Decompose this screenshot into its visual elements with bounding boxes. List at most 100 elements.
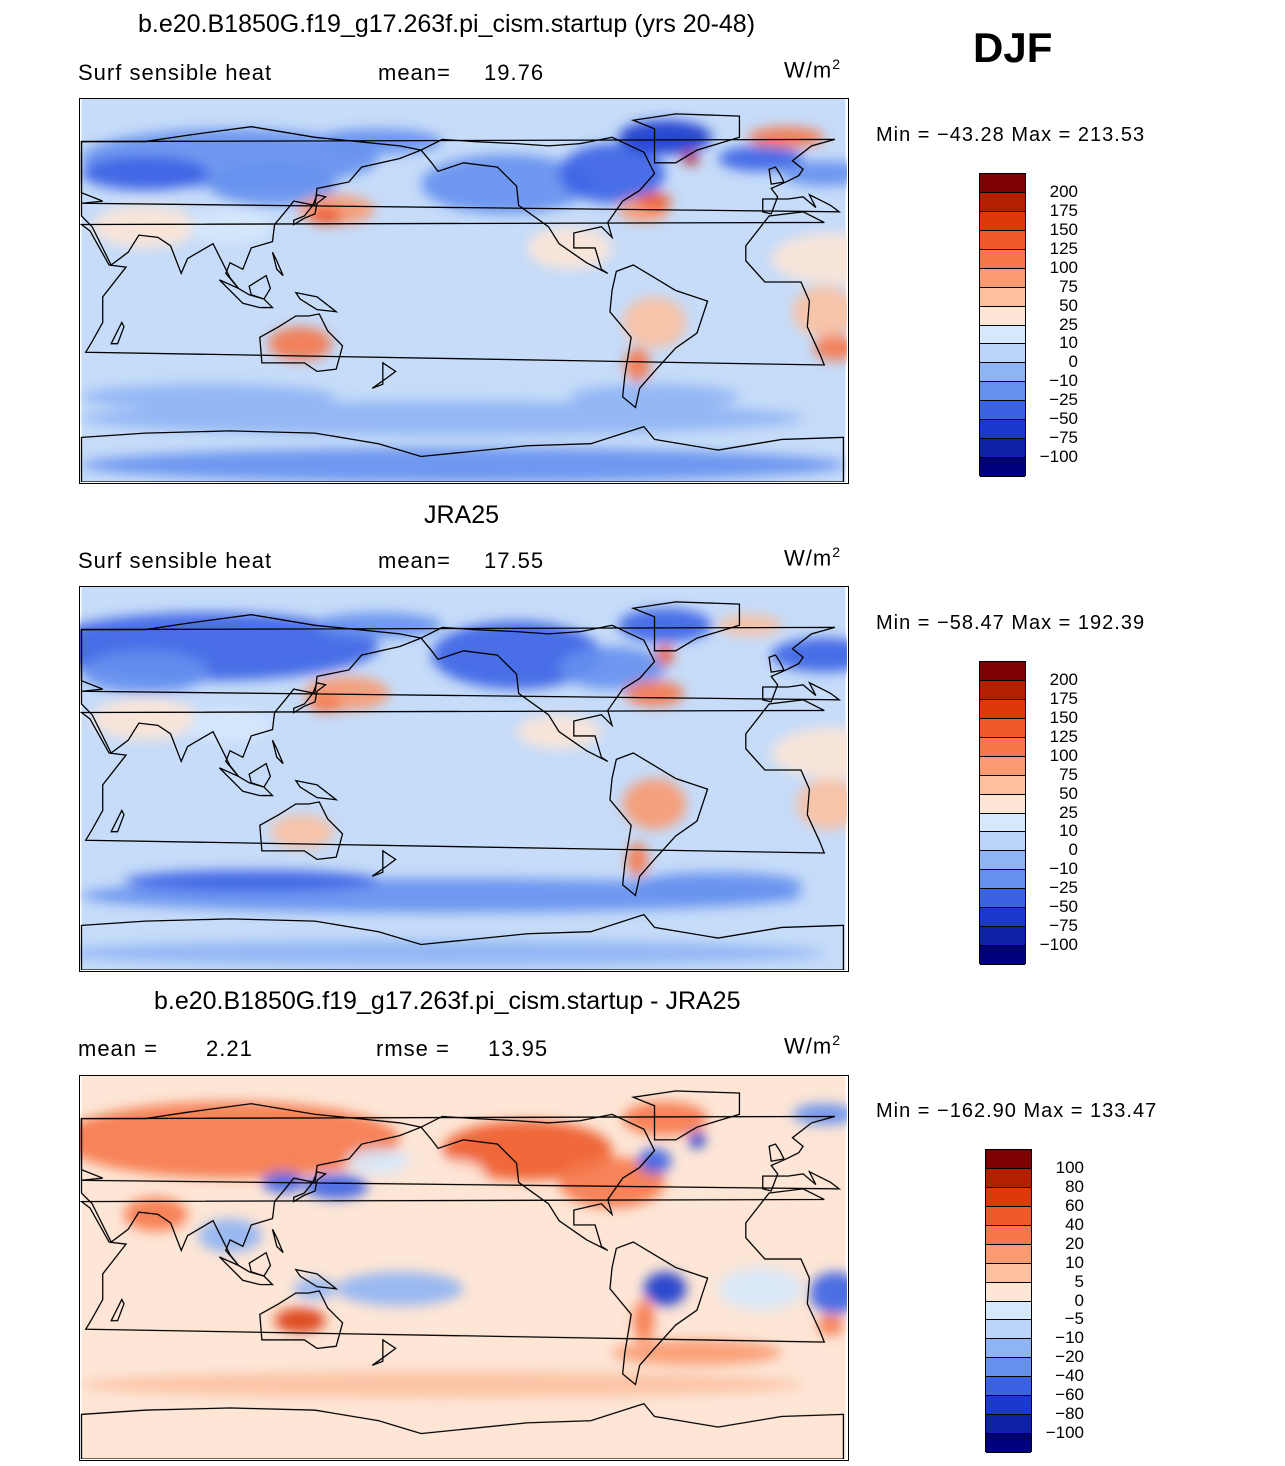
field-contour bbox=[92, 205, 199, 248]
map-canvas bbox=[80, 587, 847, 970]
colorbar-swatch bbox=[980, 794, 1025, 814]
coastline-philippines bbox=[271, 251, 284, 277]
coastline-japan bbox=[293, 193, 328, 226]
colorbar-swatch bbox=[986, 1206, 1031, 1226]
panel-3-rmse-value: 13.95 bbox=[488, 1036, 549, 1061]
colorbar-swatch bbox=[986, 1358, 1031, 1378]
colorbar-tick-label: −80 bbox=[1055, 1404, 1084, 1424]
panel-2-min-value: −58.47 bbox=[937, 612, 1005, 634]
field-contour bbox=[270, 814, 335, 849]
coastline-nam bbox=[420, 1113, 656, 1252]
field-contour bbox=[622, 1101, 708, 1136]
colorbar-tick-label: 150 bbox=[1049, 219, 1078, 239]
field-contour bbox=[314, 128, 443, 155]
field-contour bbox=[792, 286, 847, 338]
coastline-borneo bbox=[248, 762, 272, 788]
coastline-madagascar bbox=[110, 1298, 125, 1322]
field-contour bbox=[80, 1101, 400, 1179]
colorbar-swatch bbox=[980, 870, 1025, 890]
field-contour bbox=[809, 1271, 847, 1315]
colorbar-tick-label: 75 bbox=[1059, 276, 1078, 296]
colorbar-tick-label: 200 bbox=[1049, 181, 1078, 201]
colorbar-swatch bbox=[986, 1339, 1031, 1359]
panel-1-colorbar bbox=[979, 173, 1026, 477]
coastline-nz bbox=[371, 849, 397, 877]
field-contour bbox=[399, 1158, 485, 1185]
panel-1-units: W/m2 bbox=[784, 56, 841, 83]
field-contour bbox=[771, 638, 847, 673]
field-contour bbox=[626, 842, 649, 877]
panel-3-max-label: Max = bbox=[1023, 1100, 1084, 1122]
colorbar-tick-label: 150 bbox=[1049, 707, 1078, 727]
field-contour bbox=[637, 192, 672, 210]
panel-2-colorbar bbox=[979, 661, 1026, 965]
colorbar-tick-label: 125 bbox=[1049, 238, 1078, 258]
colorbar-swatch bbox=[980, 680, 1025, 700]
colorbar-swatch bbox=[986, 1244, 1031, 1264]
field-contour bbox=[81, 384, 337, 410]
colorbar-tick-label: 175 bbox=[1049, 200, 1078, 220]
field-contour bbox=[633, 1299, 655, 1342]
colorbar-swatch bbox=[980, 287, 1025, 307]
coastline-borneo bbox=[248, 1251, 272, 1277]
colorbar-tick-label: 100 bbox=[1049, 745, 1078, 765]
colorbar-tick-label: −5 bbox=[1064, 1309, 1084, 1329]
colorbar-swatch bbox=[980, 718, 1025, 738]
coastline-newguinea bbox=[294, 291, 339, 313]
colorbar-swatch bbox=[980, 927, 1025, 947]
panel-3-rmse-label: rmse = bbox=[376, 1036, 450, 1061]
colorbar-swatch bbox=[980, 832, 1025, 852]
colorbar-swatch bbox=[986, 1434, 1031, 1453]
panel-1-min-value: −43.28 bbox=[937, 124, 1005, 146]
colorbar-swatch bbox=[980, 813, 1025, 833]
coastline-uk bbox=[768, 166, 785, 185]
panel-1-variable: Surf sensible heat bbox=[78, 60, 273, 85]
panel-3-colorbar bbox=[985, 1149, 1032, 1453]
colorbar-tick-label: 25 bbox=[1059, 802, 1078, 822]
coastline-newguinea bbox=[294, 1268, 339, 1290]
field-contour bbox=[612, 1339, 782, 1366]
colorbar-swatch bbox=[980, 230, 1025, 250]
panel-3-mean-label: mean = bbox=[78, 1036, 158, 1061]
panel-2-mean-value: 17.55 bbox=[484, 548, 545, 573]
colorbar-swatch bbox=[980, 662, 1025, 681]
colorbar-tick-label: −50 bbox=[1049, 897, 1078, 917]
field-contour bbox=[643, 1271, 687, 1306]
panel-3-max-value: 133.47 bbox=[1090, 1100, 1158, 1122]
colorbar-swatch bbox=[986, 1320, 1031, 1340]
coastline-greenland bbox=[630, 113, 741, 164]
coastline-japan bbox=[293, 1170, 328, 1203]
field-contour bbox=[813, 335, 847, 361]
colorbar-tick-label: 50 bbox=[1059, 295, 1078, 315]
field-contour bbox=[81, 1371, 804, 1398]
field-contour bbox=[346, 1148, 411, 1174]
colorbar-tick-label: 100 bbox=[1049, 257, 1078, 277]
coastline-greenland bbox=[630, 601, 741, 652]
colorbar-swatch bbox=[980, 946, 1025, 965]
field-contour bbox=[308, 695, 343, 713]
panel-2-max-label: Max = bbox=[1011, 612, 1072, 634]
colorbar-swatch bbox=[980, 458, 1025, 477]
map-canvas bbox=[80, 99, 847, 482]
coastline-indonesia bbox=[218, 767, 275, 797]
colorbar-tick-label: 10 bbox=[1059, 333, 1078, 353]
colorbar-tick-label: −50 bbox=[1049, 409, 1078, 429]
field-contour bbox=[682, 152, 700, 165]
coastline-nam bbox=[420, 624, 656, 763]
panel-2-variable: Surf sensible heat bbox=[78, 548, 273, 573]
colorbar-swatch bbox=[986, 1282, 1031, 1302]
map-canvas bbox=[80, 1076, 847, 1459]
coastline-europe bbox=[80, 1115, 842, 1192]
field-contour bbox=[274, 1307, 326, 1334]
panel-1-map bbox=[79, 98, 849, 484]
colorbar-tick-label: 10 bbox=[1059, 821, 1078, 841]
coastline-antarctica bbox=[80, 913, 845, 970]
colorbar-tick-label: 175 bbox=[1049, 688, 1078, 708]
colorbar-swatch bbox=[980, 401, 1025, 421]
field-contour bbox=[569, 384, 740, 410]
field-contour bbox=[293, 1278, 337, 1300]
colorbar-swatch bbox=[986, 1225, 1031, 1245]
coastline-indonesia bbox=[218, 279, 275, 309]
panel-2-mean-label: mean= bbox=[378, 548, 451, 573]
colorbar-swatch bbox=[986, 1168, 1031, 1188]
